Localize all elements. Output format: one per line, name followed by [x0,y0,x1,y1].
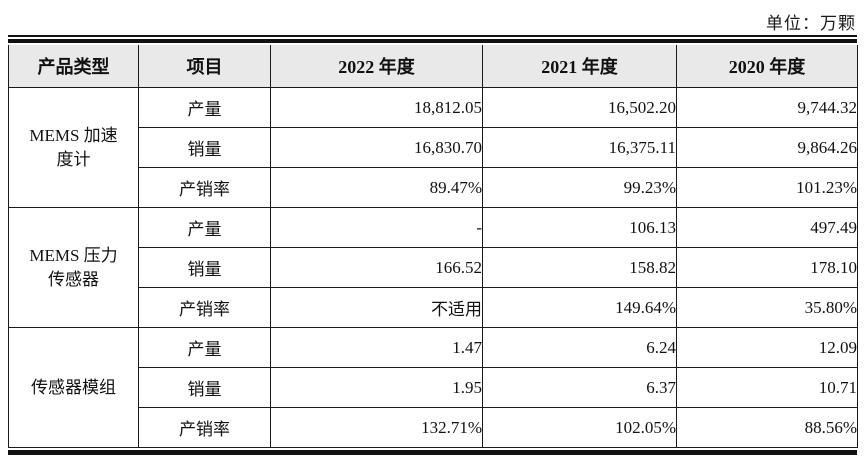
value-cell-y2022: 不适用 [270,287,483,328]
table-bottom-rule-thick [8,450,857,455]
production-sales-table: 产品类型 项目 2022 年度 2021 年度 2020 年度 MEMS 加速 … [8,45,858,448]
product-type-cell: MEMS 加速 度计 [8,87,139,208]
product-type-cell: 传感器模组 [8,327,139,448]
header-year-2021: 2021 年度 [482,45,677,88]
value-cell-y2021: 102.05% [482,407,677,448]
value-cell-y2021: 106.13 [482,207,677,248]
value-cell-y2020: 9,744.32 [676,87,858,128]
item-cell: 销量 [138,127,271,168]
table-row: 传感器模组 产量 1.47 6.24 12.09 [8,327,858,448]
value-cell-y2021: 6.37 [482,367,677,408]
header-item: 项目 [138,45,271,88]
item-cell: 产销率 [138,287,271,328]
value-cell-y2022: 166.52 [270,247,483,288]
header-year-2020: 2020 年度 [676,45,858,88]
table-row: MEMS 加速 度计 产量 18,812.05 16,502.20 9,744.32 [8,87,858,208]
table-header: 产品类型 项目 2022 年度 2021 年度 2020 年度 [8,45,858,88]
table-header-row: 产品类型 项目 2022 年度 2021 年度 2020 年度 [8,45,858,88]
value-cell-y2020: 101.23% [676,167,858,208]
table-top-rule-thin [8,35,857,37]
production-sales-table-block: 产品类型 项目 2022 年度 2021 年度 2020 年度 MEMS 加速 … [8,35,858,455]
header-product-type: 产品类型 [8,45,139,88]
value-cell-y2021: 6.24 [482,327,677,368]
value-cell-y2022: 1.47 [270,327,483,368]
value-cell-y2022: 89.47% [270,167,483,208]
item-cell: 产销率 [138,167,271,208]
value-cell-y2022: 1.95 [270,367,483,408]
value-cell-y2022: 16,830.70 [270,127,483,168]
item-cell: 产量 [138,327,271,368]
product-type-cell: MEMS 压力 传感器 [8,207,139,328]
item-cell: 产量 [138,207,271,248]
value-cell-y2020: 35.80% [676,287,858,328]
table-body: MEMS 加速 度计 产量 18,812.05 16,502.20 9,744.32 销量… [8,87,858,448]
value-cell-y2022: 132.71% [270,407,483,448]
table-row: 销量 16,830.70 16,375.11 9,864.26 [9,127,858,168]
table-row: 产销率 132.71% 102.05% 88.56% [9,407,858,448]
table-row: 产销率 不适用 149.64% 35.80% [9,287,858,328]
table-row: MEMS 压力 传感器 产量 -106.13 497.49 [8,207,858,328]
value-cell-y2020: 9,864.26 [676,127,858,168]
table-row: 产销率 89.47% 99.23% 101.23% [9,167,858,208]
value-cell-y2021: 16,502.20 [482,87,677,128]
value-cell-y2022: 18,812.05 [270,87,483,128]
header-year-2022: 2022 年度 [270,45,483,88]
value-cell-y2020: 178.10 [676,247,858,288]
value-cell-y2021: 158.82 [482,247,677,288]
item-cell: 产销率 [138,407,271,448]
item-cell: 产量 [138,87,271,128]
table-row: 销量 1.95 6.37 10.71 [9,367,858,408]
unit-label: 单位：万颗 [766,14,856,33]
value-cell-y2020: 88.56% [676,407,858,448]
value-cell-y2020: 12.09 [676,327,858,368]
table-top-rule-thick [8,39,857,43]
value-cell-y2020: 10.71 [676,367,858,408]
value-cell-y2022: - [270,207,483,248]
value-cell-y2021: 16,375.11 [482,127,677,168]
item-cell: 销量 [138,367,271,408]
value-cell-y2020: 497.49 [676,207,858,248]
value-cell-y2021: 149.64% [482,287,677,328]
item-cell: 销量 [138,247,271,288]
value-cell-y2021: 99.23% [482,167,677,208]
